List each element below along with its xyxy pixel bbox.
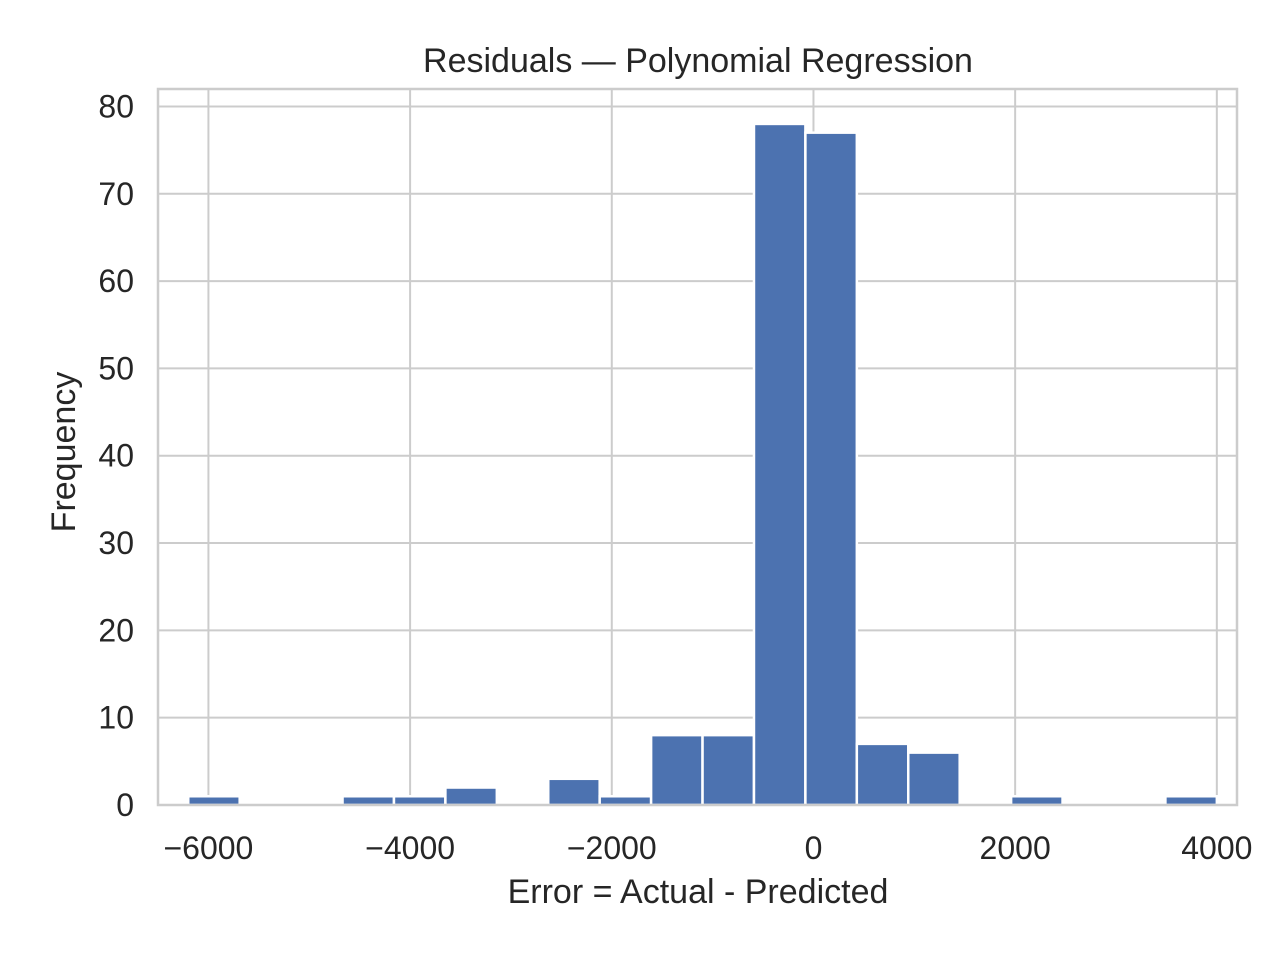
histogram-bar (752, 122, 807, 807)
y-tick-label: 40 (98, 438, 134, 474)
histogram-bar (701, 733, 756, 807)
chart-title: Residuals — Polynomial Regression (423, 42, 973, 80)
histogram-bar (444, 786, 499, 807)
histogram-bar (547, 777, 601, 807)
grid-lines (158, 89, 1237, 806)
x-axis-label: Error = Actual - Predicted (508, 873, 889, 911)
x-tick-label: 4000 (1181, 830, 1252, 866)
y-tick-label: 10 (98, 700, 134, 736)
x-tick-label: −4000 (365, 830, 455, 866)
histogram-bar (341, 795, 396, 807)
histogram-bar (855, 742, 910, 807)
x-tick-label: 0 (805, 830, 823, 866)
y-tick-label: 30 (98, 525, 134, 561)
histogram-bar (187, 795, 241, 807)
plot-frame (156, 87, 1239, 807)
y-tick-label: 50 (98, 350, 134, 386)
x-tick-label: 2000 (980, 830, 1051, 866)
y-tick-label: 0 (116, 787, 134, 823)
y-tick-labels: 0 10 20 30 40 50 60 70 80 (98, 88, 134, 823)
y-axis-label: Frequency (45, 372, 83, 533)
y-tick-label: 60 (98, 263, 134, 299)
x-tick-labels: −6000 −4000 −2000 0 2000 4000 (163, 830, 1252, 866)
y-tick-label: 20 (98, 612, 134, 648)
histogram-bars (187, 122, 1219, 807)
x-tick-label: −6000 (163, 830, 253, 866)
histogram-bar (649, 733, 704, 807)
histogram-bar (1009, 795, 1064, 807)
histogram-bar (392, 795, 447, 807)
y-tick-label: 70 (98, 176, 134, 212)
y-tick-label: 80 (98, 88, 134, 124)
histogram-bar (598, 795, 653, 807)
histogram-bar (804, 131, 859, 807)
histogram-bar (1164, 795, 1219, 807)
x-tick-label: −2000 (567, 830, 657, 866)
histogram-bar (907, 751, 961, 807)
